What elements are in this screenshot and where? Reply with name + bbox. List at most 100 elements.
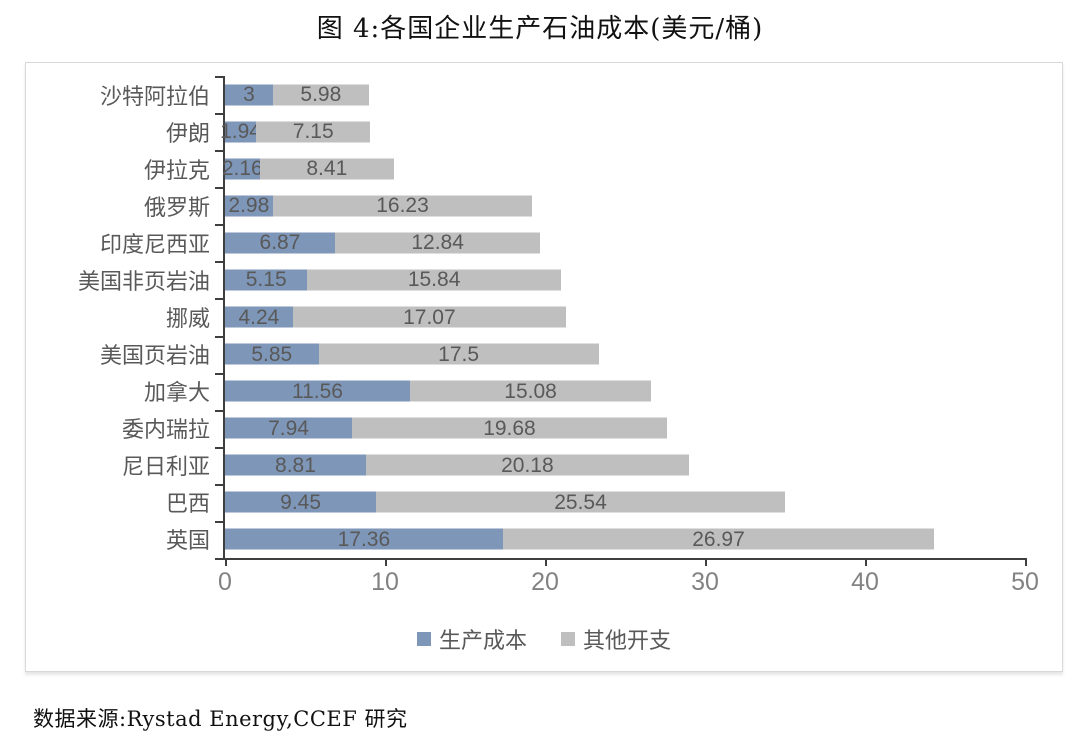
bar-value-label: 5.15 [245, 268, 287, 292]
legend: 生产成本 其他开支 [26, 623, 1062, 655]
category-label: 加拿大 [143, 380, 210, 406]
bar-row: 8.81 20.18 [225, 447, 1025, 484]
stacked-bar: 3 5.98 [225, 83, 1025, 107]
category-label: 委内瑞拉 [121, 417, 210, 443]
stacked-bar: 7.94 19.68 [225, 416, 1025, 440]
category-label: 伊拉克 [143, 157, 210, 183]
bar-row: 5.85 17.5 [225, 336, 1025, 373]
y-axis-tick [215, 520, 223, 523]
legend-swatch-icon [416, 632, 431, 646]
stacked-bar: 6.87 12.84 [225, 231, 1025, 255]
category-label: 挪威 [165, 306, 210, 331]
stacked-bar: 17.36 26.97 [225, 527, 1025, 551]
stacked-bar: 9.45 25.54 [225, 490, 1025, 514]
bar-segment-production-cost: 1.94 [220, 121, 261, 143]
bar-segment-other-expense: 8.41 [259, 157, 395, 181]
bar-row: 2.98 16.23 [225, 187, 1025, 224]
bar-segment-production-cost: 17.36 [225, 528, 503, 550]
bar-segment-production-cost: 5.85 [225, 342, 319, 366]
category-label: 尼日利亚 [121, 454, 210, 480]
legend-item-other-expense: 其他开支 [561, 623, 671, 655]
bar-row: 6.87 12.84 [225, 224, 1025, 261]
bar-segment-other-expense: 20.18 [365, 453, 689, 477]
bar-row: 1.94 7.15 [220, 113, 1025, 150]
bar-segment-other-expense: 16.23 [272, 194, 533, 218]
category-label: 巴西 [165, 491, 210, 517]
y-axis-tick [215, 409, 223, 412]
y-axis-tick [215, 558, 223, 560]
y-axis-tick [215, 187, 223, 190]
bar-value-label: 17.5 [438, 342, 480, 366]
bar-value-label: 8.81 [275, 453, 316, 477]
bar-row: 11.56 15.08 [225, 373, 1025, 410]
bar-value-label: 20.18 [501, 453, 554, 477]
bar-row: 7.94 19.68 [225, 410, 1025, 447]
category-label: 伊朗 [165, 120, 210, 146]
bar-value-label: 8.41 [306, 157, 348, 181]
x-axis-tick-label: 10 [371, 568, 399, 596]
legend-item-production-cost: 生产成本 [416, 623, 527, 655]
x-axis-tick [1025, 558, 1027, 566]
bar-value-label: 19.68 [483, 416, 536, 440]
bar-value-label: 5.85 [251, 342, 293, 366]
x-axis-tick [545, 558, 547, 566]
bar-segment-other-expense: 26.97 [502, 527, 935, 551]
plot-area: 3 5.98 1.94 7.15 2.16 8.41 2.98 16.23 6.87 12.84 5… [215, 76, 1039, 595]
bar-row: 3 5.98 [225, 76, 1025, 113]
x-axis-tick-label: 20 [531, 568, 559, 596]
bar-value-label: 5.98 [300, 83, 342, 107]
bar-value-label: 16.23 [376, 194, 429, 218]
bar-segment-other-expense: 12.84 [334, 232, 541, 254]
x-axis-tick-label: 40 [851, 568, 879, 596]
x-axis-tick [865, 558, 867, 566]
bar-segment-production-cost: 2.98 [225, 195, 273, 217]
bar-value-label: 6.87 [259, 231, 301, 255]
x-axis-tick-label: 0 [218, 568, 232, 596]
bar-segment-other-expense: 15.84 [307, 268, 561, 292]
y-axis-tick [215, 76, 223, 78]
category-label: 沙特阿拉伯 [99, 83, 210, 109]
bar-rows: 3 5.98 1.94 7.15 2.16 8.41 2.98 16.23 6.87 12.84 5… [220, 76, 1025, 558]
bar-value-label: 25.54 [554, 490, 607, 514]
y-axis-tick [215, 224, 223, 227]
bar-value-label: 4.24 [238, 305, 280, 329]
y-axis-tick [215, 483, 223, 486]
chart-area: 沙特阿拉伯 伊朗 伊拉克 俄罗斯 印度尼西亚 美国非页岩油 挪威 美国页岩油 加拿大 委内瑞拉 尼日… [25, 62, 1063, 672]
y-axis-tick [215, 446, 223, 449]
bar-value-label: 7.94 [268, 416, 309, 440]
category-label: 美国非页岩油 [77, 268, 210, 294]
bar-segment-production-cost: 3 [225, 83, 273, 107]
chart-title: 图 4:各国企业生产石油成本(美元/桶) [316, 14, 764, 44]
category-label: 美国页岩油 [99, 343, 210, 369]
bar-value-label: 15.84 [407, 268, 461, 292]
stacked-bar: 5.15 15.84 [225, 268, 1025, 292]
y-axis-tick [215, 261, 223, 264]
x-axis-tick-label: 30 [691, 568, 719, 596]
bar-segment-other-expense: 17.07 [292, 306, 566, 328]
x-axis-tick-label: 50 [1011, 568, 1039, 596]
bar-value-label: 26.97 [692, 527, 745, 551]
bar-value-label: 7.15 [292, 120, 334, 144]
bar-segment-other-expense: 25.54 [376, 490, 785, 514]
stacked-bar: 5.85 17.5 [225, 342, 1025, 366]
bar-row: 9.45 25.54 [225, 484, 1025, 521]
stacked-bar: 2.98 16.23 [225, 194, 1025, 218]
category-label: 印度尼西亚 [99, 231, 210, 257]
bar-segment-production-cost: 11.56 [225, 380, 410, 402]
legend-label: 其他开支 [583, 628, 672, 653]
bar-segment-production-cost: 8.81 [225, 453, 366, 477]
x-axis-tick [385, 558, 387, 566]
bar-segment-production-cost: 9.45 [225, 491, 377, 513]
stacked-bar: 2.16 8.41 [222, 157, 1025, 181]
stacked-bar: 4.24 17.07 [225, 305, 1025, 329]
bar-value-label: 15.08 [504, 379, 557, 403]
bar-segment-other-expense: 15.08 [409, 379, 652, 403]
bar-segment-production-cost: 2.16 [222, 158, 263, 180]
y-axis-tick [215, 150, 223, 153]
bar-value-label: 3 [243, 83, 255, 107]
bar-segment-production-cost: 7.94 [225, 416, 353, 440]
stacked-bar: 1.94 7.15 [220, 120, 1025, 144]
bar-segment-other-expense: 7.15 [256, 120, 371, 144]
bar-segment-production-cost: 6.87 [225, 231, 335, 255]
